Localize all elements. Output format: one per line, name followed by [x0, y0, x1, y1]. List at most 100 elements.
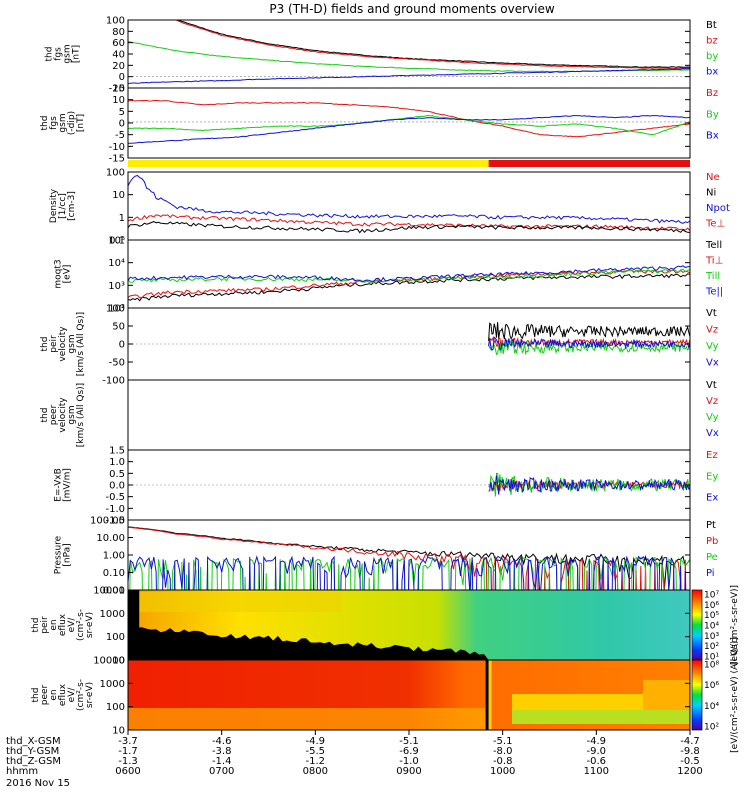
- x-axis-row-label: thd_X-GSM: [6, 736, 61, 747]
- y-axis-label-line: peir: [49, 335, 59, 353]
- panel-density: Ne Ni Npot Te⊥ 100 10 1 0.1 Density [1/cc] [cm-3]: [49, 168, 730, 247]
- legend-Ne: Ne: [706, 172, 720, 183]
- legend-Ez: Ez: [706, 450, 718, 461]
- y-axis-label-line: peir: [40, 616, 50, 634]
- y-axis-label-line: peer: [49, 404, 59, 425]
- colorbar-label-text: [eV/(cm²-s-sr-eV) (All Qs)]: [730, 637, 740, 753]
- heatmap-band: [128, 592, 342, 612]
- y-axis-label-line: fgs: [49, 116, 59, 130]
- colorbar-tick-label: 10⁷: [704, 591, 719, 601]
- y-tick-label: 10²: [108, 304, 125, 315]
- legend-Vx: Vx: [706, 428, 719, 439]
- legend-Te||: Te||: [705, 287, 723, 298]
- y-tick-label: 60: [112, 38, 125, 49]
- y-axis-label-line: eflux: [58, 683, 68, 706]
- y-axis-label-line: [nPa]: [63, 543, 73, 566]
- legend-Vt: Vt: [706, 308, 717, 319]
- series-Ni: [128, 221, 690, 234]
- colorbar-label: [eV/(cm²-s-sr-eV)]: [730, 585, 740, 665]
- y-tick-label: 0: [119, 72, 125, 83]
- x-axis-value: -0.6: [587, 756, 607, 767]
- heatmap-peer-eflux: [128, 660, 690, 730]
- y-axis-label-line: thd: [40, 116, 50, 131]
- x-axis-value: 1000: [490, 766, 515, 777]
- series-Pb: [128, 526, 687, 590]
- y-tick-label: 80: [112, 27, 125, 38]
- x-axis-row-label: thd_Z-GSM: [6, 756, 61, 767]
- y-axis-label: thd peer velocity gsm [km/s (All Qs)]: [40, 383, 86, 447]
- legend-Pt: Pt: [706, 520, 716, 531]
- y-axis-label-line: gsm: [67, 334, 77, 353]
- panel-frame: [127, 379, 691, 451]
- legend-Bx: Bx: [706, 131, 719, 142]
- y-axis-label-line: en: [49, 619, 59, 630]
- y-axis-label-line: thd: [31, 688, 41, 703]
- x-axis-value: 1200: [677, 766, 702, 777]
- mode-bar-slow: [128, 160, 489, 167]
- y-tick-label: -1.0: [105, 504, 125, 515]
- y-axis-label-line: fgs: [54, 47, 64, 61]
- y-axis-label-line: Density: [49, 188, 59, 223]
- y-tick-label: 1.5: [109, 446, 125, 457]
- y-tick-label: 0: [119, 119, 125, 130]
- colorbar-label-text: [eV/(cm²-s-sr-eV)]: [730, 585, 740, 665]
- x-axis-value: -0.8: [493, 756, 513, 767]
- colorbar-tick-label: 10⁶: [704, 601, 719, 611]
- x-axis-value: -3.7: [118, 736, 138, 747]
- panel-peer-eflux: 10000 1000 100 10 thd peer en eflux eV/(cm²-s-sr…: [31, 637, 740, 753]
- heatmap-band-right: [643, 680, 690, 710]
- y-axis-label-line: sr-eV): [85, 612, 95, 638]
- y-tick-label: 50: [112, 322, 125, 333]
- y-tick-label: 10: [112, 190, 125, 201]
- series-Tell: [128, 273, 690, 302]
- heatmap-peir-eflux: [128, 590, 690, 660]
- y-axis-label-line: sr-eV): [85, 682, 95, 708]
- series-Pi: [128, 554, 687, 590]
- y-axis-label-line: gsm: [63, 44, 73, 63]
- y-axis-label-line: velocity: [58, 397, 68, 433]
- colorbar-label: [eV/(cm²-s-sr-eV) (All Qs)]: [730, 637, 740, 753]
- legend-Vz: Vz: [706, 396, 718, 407]
- y-axis-label-line: [mV/m]: [63, 468, 73, 502]
- y-axis-label-line: eV/: [67, 617, 77, 633]
- y-tick-label: 10000: [93, 656, 125, 667]
- legend-Vt: Vt: [706, 380, 717, 391]
- y-axis-label-line: [cm-3]: [67, 191, 77, 221]
- y-tick-label: -1.5: [105, 516, 125, 527]
- x-axis-value: -4.7: [680, 736, 700, 747]
- x-axis-value: 0700: [209, 766, 234, 777]
- colorbar-tick-label: 10²: [704, 723, 719, 733]
- y-tick-label: 40: [112, 50, 125, 61]
- panel-velocity-peer: Vt Vz Vy Vx thd peer velocity gsm [km/s (All Qs)…: [40, 379, 719, 451]
- y-tick-label: 100: [106, 702, 125, 713]
- legend-Vz: Vz: [706, 325, 718, 336]
- series-Vx: [488, 336, 690, 352]
- heatmap-gap: [485, 660, 489, 730]
- y-tick-label: 10.00: [96, 533, 125, 544]
- series-Bx: [128, 115, 690, 144]
- legend-Ex: Ex: [706, 493, 718, 504]
- colorbar-tick-label: 10⁴: [704, 622, 719, 632]
- heatmap-no-data: [128, 627, 489, 660]
- y-tick-label: 1.0: [109, 457, 125, 468]
- y-axis-label: Pressure [nPa]: [54, 535, 73, 574]
- y-axis-label-line: thd: [31, 618, 41, 633]
- series-Bt: [177, 20, 690, 68]
- y-tick-label: -15: [109, 154, 125, 165]
- y-axis-label: thd fgs gsm [nT]: [45, 44, 82, 63]
- y-axis-label: moqt3 [eV]: [54, 259, 73, 288]
- series-By: [128, 114, 690, 136]
- x-axis-value: -1.4: [212, 756, 232, 767]
- colorbar-tick-label: 10⁸: [704, 661, 719, 671]
- legend-Ni: Ni: [706, 188, 716, 199]
- y-tick-label: 100.00: [90, 516, 125, 527]
- y-tick-label: 15: [112, 84, 125, 95]
- series-Ne: [128, 214, 690, 232]
- x-axis-value: -5.5: [306, 746, 326, 757]
- y-axis-label-line: gsm: [67, 405, 77, 424]
- y-axis-label: Density [1/cc] [cm-3]: [49, 188, 77, 223]
- y-axis-label-line: thd: [45, 47, 55, 62]
- panel-peir-eflux: 10000 1000 100 10 thd peir en eflux eV/(cm²-s-sr…: [31, 585, 740, 667]
- x-axis-value: -0.5: [680, 756, 700, 767]
